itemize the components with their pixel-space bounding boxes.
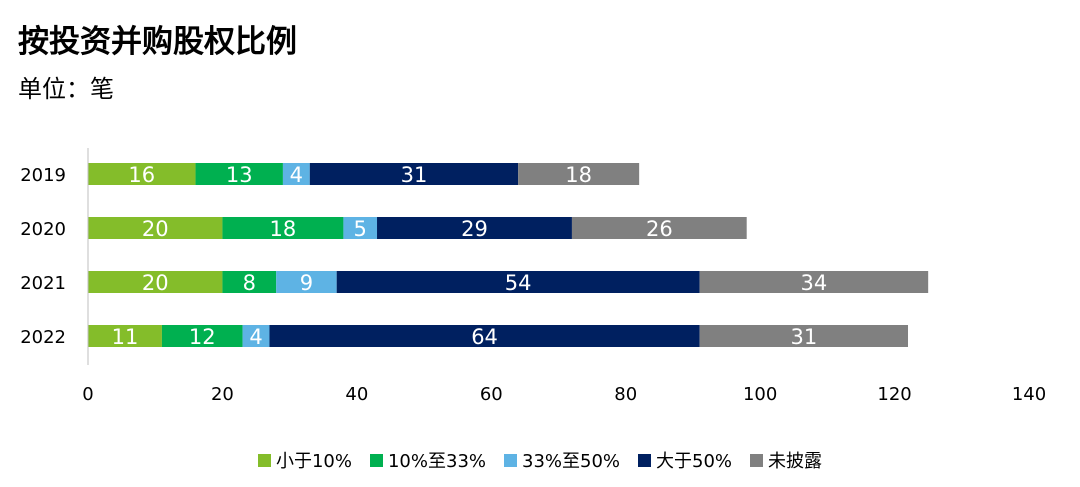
- data-label: 9: [300, 271, 313, 295]
- data-label: 18: [565, 163, 592, 187]
- bar-segment: [276, 271, 337, 293]
- bar-segment: [88, 217, 223, 239]
- data-label: 5: [354, 217, 367, 241]
- data-label: 31: [401, 163, 428, 187]
- bar-segment: [195, 163, 283, 185]
- x-tick-label: 100: [743, 384, 777, 405]
- y-tick-label: 2022: [20, 327, 66, 348]
- data-label: 4: [249, 325, 262, 349]
- bar-segment: [222, 217, 344, 239]
- legend-item: 33%至50%: [504, 447, 620, 473]
- data-label: 12: [189, 325, 216, 349]
- bar-segment: [699, 271, 929, 293]
- legend-swatch: [504, 453, 517, 467]
- data-label: 26: [646, 217, 673, 241]
- legend-label: 10%至33%: [387, 451, 486, 472]
- bar-segment: [377, 217, 572, 239]
- x-tick-label: 0: [82, 384, 93, 405]
- data-label: 34: [801, 271, 828, 295]
- legend-item: 未披露: [750, 447, 822, 473]
- bar-segment: [242, 325, 270, 347]
- legend-swatch: [638, 453, 652, 467]
- bar-segment: [282, 163, 310, 185]
- legend-label: 未披露: [768, 451, 823, 472]
- chart-subtitle: 单位：笔: [18, 75, 114, 103]
- y-tick-label: 2021: [20, 273, 66, 294]
- data-label: 31: [790, 325, 817, 349]
- legend-item: 小于10%: [257, 447, 352, 473]
- x-tick-label: 40: [345, 384, 368, 405]
- bar-segment: [161, 325, 243, 347]
- chart-legend: 小于10% 10%至33% 33%至50% 大于50% 未披露: [0, 445, 1080, 475]
- data-label: 8: [243, 271, 256, 295]
- x-tick-label: 80: [614, 384, 637, 405]
- y-tick-label: 2020: [20, 219, 66, 240]
- bar-segment: [88, 163, 196, 185]
- data-label: 20: [142, 217, 169, 241]
- data-label: 29: [461, 217, 488, 241]
- bar-segment: [699, 325, 909, 347]
- data-label: 13: [226, 163, 253, 187]
- data-label: 4: [290, 163, 303, 187]
- chart-title: 按投资并购股权比例: [18, 24, 297, 60]
- x-tick-label: 60: [480, 384, 503, 405]
- bar-segment: [336, 271, 700, 293]
- legend-label: 小于10%: [275, 451, 352, 472]
- data-label: 16: [128, 163, 155, 187]
- bar-segment: [269, 325, 700, 347]
- bar-segment: [518, 163, 640, 185]
- bar-segment: [88, 325, 162, 347]
- legend-swatch: [369, 453, 383, 467]
- data-label: 20: [142, 271, 169, 295]
- legend-swatch: [750, 453, 764, 467]
- x-tick-label: 120: [877, 384, 911, 405]
- y-tick-label: 2019: [20, 165, 66, 186]
- x-tick-label: 20: [211, 384, 234, 405]
- legend-label: 33%至50%: [522, 451, 621, 472]
- bar-segment: [309, 163, 519, 185]
- legend-label: 大于50%: [656, 451, 733, 472]
- bar-segment: [88, 271, 223, 293]
- x-tick-label: 140: [1012, 384, 1046, 405]
- legend-item: 大于50%: [638, 447, 732, 473]
- data-label: 54: [505, 271, 532, 295]
- data-label: 64: [471, 325, 498, 349]
- legend-swatch: [257, 453, 271, 467]
- legend-item: 10%至33%: [369, 447, 486, 473]
- bar-segment: [571, 217, 747, 239]
- bar-segment: [343, 217, 378, 239]
- data-label: 18: [270, 217, 297, 241]
- bar-segment: [222, 271, 277, 293]
- data-label: 11: [112, 325, 139, 349]
